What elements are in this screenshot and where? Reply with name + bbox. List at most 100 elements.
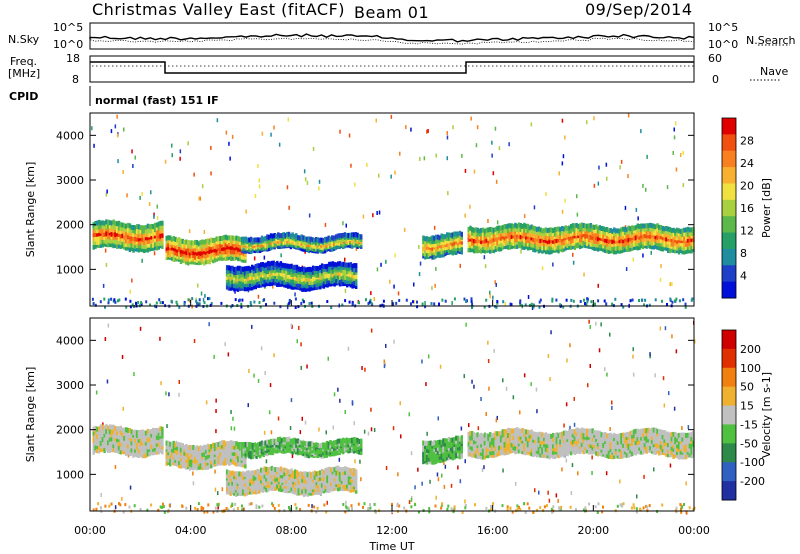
- velocity-cell: [169, 461, 172, 467]
- power-cell: [172, 242, 176, 248]
- velocity-cell: [132, 430, 135, 435]
- power-cell: [117, 225, 121, 231]
- velocity-ground-speckle: [369, 506, 372, 510]
- velocity-cell: [258, 475, 261, 481]
- power-cell: [625, 234, 629, 240]
- power-cell: [472, 234, 476, 239]
- power-speckle: [646, 154, 648, 159]
- power-speckle: [156, 215, 159, 220]
- power-cell: [586, 223, 589, 229]
- velocity-cell: [322, 442, 325, 448]
- power-cell: [663, 232, 666, 238]
- velocity-cell: [103, 443, 106, 449]
- power-cell: [125, 231, 128, 237]
- power-cell: [625, 227, 629, 233]
- velocity-cell: [96, 429, 99, 435]
- velocity-cell: [260, 467, 263, 473]
- power-cell: [192, 240, 195, 246]
- power-cell: [155, 237, 159, 243]
- power-cell: [244, 236, 247, 242]
- power-cell: [187, 260, 190, 266]
- power-cell: [490, 245, 494, 251]
- power-ground-speckle: [572, 299, 575, 303]
- power-ground-speckle: [161, 301, 164, 305]
- power-speckle: [597, 181, 600, 186]
- power-cell: [512, 240, 515, 246]
- velocity-speckle: [337, 387, 339, 392]
- velocity-cell: [281, 483, 284, 489]
- velocity-speckle: [485, 412, 487, 416]
- power-ground-speckle: [433, 302, 436, 306]
- velocity-cell: [303, 471, 306, 477]
- velocity-cell: [185, 448, 188, 454]
- velocity-cell: [169, 447, 172, 453]
- power-cell: [213, 250, 217, 256]
- power-ground-speckle: [684, 305, 687, 309]
- velocity-cell: [135, 452, 139, 458]
- velocity-cell: [333, 449, 336, 455]
- power-cell: [446, 232, 449, 238]
- power-cell: [128, 247, 132, 253]
- velocity-cell: [221, 457, 224, 463]
- power-cell: [144, 244, 148, 250]
- power-cell: [446, 238, 449, 244]
- power-cell: [190, 250, 193, 256]
- velocity-cell: [262, 441, 265, 447]
- velocity-cell: [101, 446, 104, 452]
- velocity-cell: [299, 477, 302, 483]
- velocity-speckle: [213, 354, 215, 359]
- velocity-cell: [146, 437, 150, 443]
- power-cell: [317, 269, 320, 275]
- velocity-cell: [270, 473, 274, 478]
- power-cell: [278, 244, 282, 249]
- power-cell: [446, 235, 449, 241]
- velocity-cell: [276, 467, 279, 472]
- power-cell: [222, 249, 226, 255]
- nsky-label: N.Sky: [8, 33, 40, 46]
- power-cell: [315, 272, 318, 278]
- velocity-ground-speckle: [509, 506, 512, 510]
- power-ground-speckle: [614, 297, 617, 301]
- velocity-speckle: [345, 500, 347, 505]
- velocity-ground-speckle: [452, 510, 455, 514]
- velocity-speckle: [605, 471, 608, 476]
- power-cell: [676, 235, 679, 241]
- power-cell: [134, 225, 137, 231]
- power-cell: [555, 247, 558, 253]
- velocity-cell: [302, 441, 305, 447]
- power-cell: [190, 256, 193, 262]
- velocity-cell: [157, 449, 160, 455]
- velocity-cell: [259, 447, 262, 453]
- power-cell: [499, 225, 503, 231]
- velocity-cell: [274, 482, 277, 487]
- power-cell: [485, 248, 488, 254]
- power-cell: [469, 247, 472, 253]
- velocity-cell: [99, 436, 103, 442]
- velocity-ground-speckle: [584, 506, 587, 510]
- power-cell: [481, 242, 485, 248]
- power-cell: [442, 237, 445, 242]
- power-cell: [555, 244, 558, 250]
- velocity-ground-speckle: [307, 503, 310, 507]
- power-cell: [157, 225, 160, 231]
- power-cell: [609, 237, 612, 243]
- power-cell: [557, 237, 560, 243]
- velocity-cell: [265, 476, 268, 482]
- power-cell: [313, 281, 317, 287]
- power-cell: [327, 235, 330, 241]
- power-cell: [489, 231, 492, 237]
- power-cell: [640, 230, 643, 236]
- power-cell: [112, 219, 115, 225]
- velocity-ground-speckle: [536, 508, 539, 512]
- power-cell: [661, 226, 664, 231]
- velocity-cell: [283, 467, 286, 473]
- power-ground-speckle: [583, 298, 585, 302]
- velocity-cell: [227, 483, 231, 489]
- power-cell: [128, 242, 132, 248]
- power-cell: [340, 233, 343, 239]
- velocity-cell: [97, 436, 101, 442]
- power-cell: [665, 232, 668, 238]
- velocity-cell: [287, 441, 291, 447]
- velocity-speckle: [587, 383, 589, 388]
- power-cell: [229, 256, 233, 261]
